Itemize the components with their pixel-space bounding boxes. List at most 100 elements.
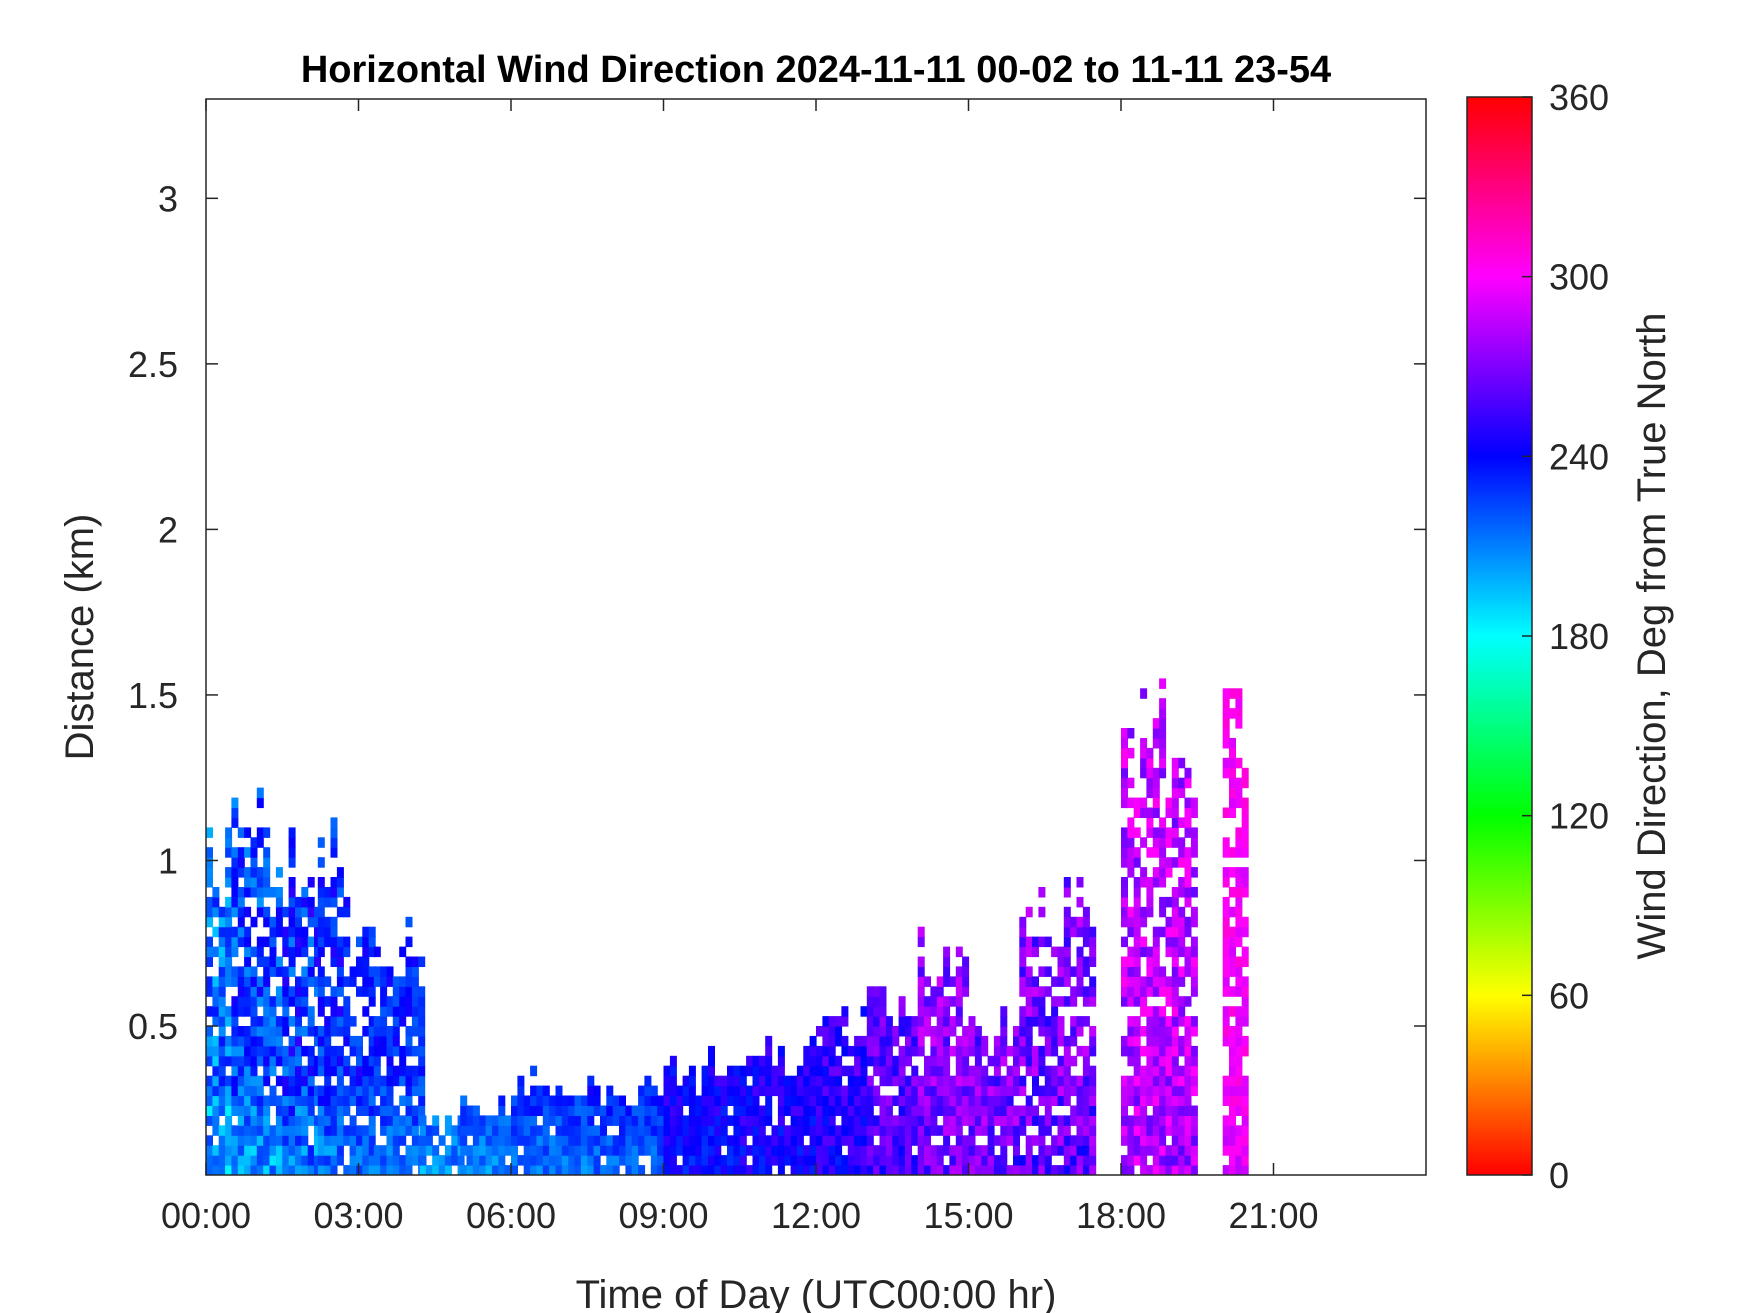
heatmap-cell — [809, 1065, 817, 1077]
heatmap-cell — [822, 1125, 830, 1136]
heatmap-cell — [517, 1075, 525, 1087]
heatmap-cell — [307, 877, 315, 888]
heatmap-cell — [835, 1125, 843, 1136]
heatmap-cell — [330, 847, 338, 858]
colorbar-tick-label: 60 — [1549, 975, 1589, 1016]
heatmap-cell — [968, 1016, 976, 1027]
heatmap-cell — [784, 1095, 792, 1106]
heatmap-cell — [1235, 1006, 1243, 1017]
heatmap-cell — [924, 1165, 931, 1175]
heatmap-cell — [568, 1125, 576, 1136]
heatmap-cell — [314, 1135, 321, 1146]
heatmap-cell — [733, 1105, 741, 1116]
heatmap-cell — [206, 1115, 213, 1126]
heatmap-cell — [1178, 1065, 1186, 1077]
heatmap-cell — [924, 1095, 931, 1106]
heatmap-cell — [282, 1065, 290, 1077]
heatmap-cell — [943, 1065, 951, 1077]
heatmap-cell — [479, 1145, 487, 1156]
heatmap-cell — [307, 936, 315, 948]
heatmap-cell — [1241, 1075, 1249, 1087]
heatmap-cell — [218, 1035, 226, 1047]
heatmap-cell — [392, 976, 400, 987]
heatmap-cell — [386, 1085, 394, 1097]
heatmap-cell — [1152, 777, 1160, 789]
heatmap-cell — [847, 1095, 855, 1106]
heatmap-cell — [555, 1125, 563, 1136]
heatmap-cell — [1070, 996, 1078, 1007]
heatmap-cell — [1152, 718, 1160, 729]
heatmap-cell — [917, 1006, 925, 1017]
heatmap-cell — [392, 1105, 400, 1116]
heatmap-cell — [314, 916, 321, 928]
heatmap-cell — [1133, 896, 1141, 908]
heatmap-cell — [418, 956, 426, 967]
heatmap-cell — [237, 1065, 245, 1077]
heatmap-cell — [1235, 1135, 1243, 1146]
heatmap-cell — [225, 1105, 233, 1116]
heatmap-cell — [561, 1125, 569, 1136]
heatmap-cell — [790, 1075, 798, 1087]
heatmap-cell — [301, 926, 309, 938]
heatmap-cell — [212, 946, 220, 958]
heatmap-cell — [847, 1065, 855, 1077]
heatmap-cell — [206, 857, 213, 868]
heatmap-cell — [314, 1115, 321, 1126]
heatmap-cell — [1171, 966, 1179, 977]
heatmap-cell — [1146, 1095, 1154, 1106]
heatmap-cell — [491, 1125, 499, 1136]
heatmap-cell — [405, 1006, 413, 1017]
heatmap-cell — [1051, 1065, 1059, 1077]
heatmap-cell — [336, 946, 344, 958]
heatmap-cell — [336, 1125, 344, 1136]
heatmap-cell — [1159, 1045, 1167, 1057]
heatmap-cell — [1229, 986, 1236, 997]
heatmap-cell — [949, 996, 957, 1007]
heatmap-cell — [1006, 1045, 1014, 1057]
heatmap-cell — [1165, 857, 1173, 868]
heatmap-cell — [1121, 857, 1128, 868]
heatmap-cell — [1044, 966, 1052, 977]
heatmap-cell — [1229, 887, 1236, 898]
heatmap-cell — [1082, 1075, 1090, 1087]
heatmap-cell — [885, 1165, 893, 1175]
heatmap-cell — [612, 1095, 620, 1106]
heatmap-cell — [1121, 777, 1128, 789]
heatmap-cell — [444, 1115, 452, 1126]
heatmap-cell — [955, 1105, 963, 1116]
heatmap-cell — [1070, 1055, 1078, 1067]
heatmap-cell — [250, 966, 258, 977]
heatmap-cell — [1178, 1135, 1186, 1146]
heatmap-cell — [386, 1155, 394, 1166]
heatmap-cell — [892, 1065, 900, 1077]
heatmap-cell — [244, 1006, 252, 1017]
heatmap-cell — [739, 1105, 747, 1116]
heatmap-cell — [1051, 946, 1059, 958]
heatmap-cell — [701, 1075, 709, 1087]
heatmap-cell — [244, 1155, 252, 1166]
heatmap-cell — [343, 1105, 351, 1116]
heatmap-cell — [974, 1065, 982, 1077]
heatmap-cell — [1032, 1006, 1039, 1017]
heatmap-cell — [866, 1026, 874, 1037]
heatmap-cell — [949, 1026, 957, 1037]
heatmap-cell — [399, 1125, 407, 1136]
heatmap-cell — [317, 1006, 325, 1017]
heatmap-cell — [336, 1075, 344, 1087]
heatmap-cell — [336, 1016, 344, 1027]
heatmap-cell — [606, 1095, 614, 1106]
heatmap-cell — [1222, 837, 1230, 848]
colorbar — [1466, 96, 1533, 1176]
heatmap-cell — [307, 1155, 315, 1166]
heatmap-cell — [688, 1105, 696, 1116]
heatmap-cell — [1178, 1165, 1186, 1175]
heatmap-cell — [1171, 777, 1179, 789]
heatmap-cell — [225, 1045, 233, 1057]
heatmap-cell — [898, 1055, 906, 1067]
heatmap-cell — [854, 1125, 862, 1136]
heatmap-cell — [1235, 757, 1243, 769]
heatmap-cell — [784, 1085, 792, 1097]
heatmap-cell — [1235, 1085, 1243, 1097]
x-axis: 00:00 03:00 06:00 09:00 12:00 15:00 18:00 21:00 — [161, 99, 1319, 1236]
heatmap-cell — [288, 1045, 296, 1057]
